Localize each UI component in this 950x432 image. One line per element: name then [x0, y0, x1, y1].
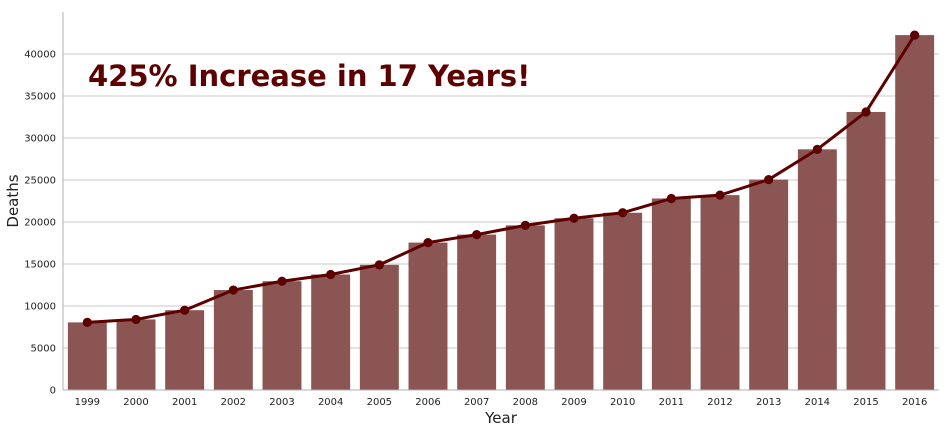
x-tick-label: 2007 — [464, 397, 489, 408]
trend-point — [423, 237, 433, 248]
trend-point — [180, 305, 190, 315]
trend-point — [666, 193, 676, 204]
trend-point — [228, 285, 238, 295]
trend-point — [715, 190, 725, 200]
bar — [895, 35, 935, 390]
bar — [651, 198, 691, 390]
bar — [505, 225, 545, 390]
y-tick-label: 40000 — [24, 50, 56, 61]
bar — [311, 274, 351, 390]
bar — [700, 195, 740, 390]
y-tick-labels: 0 5000 10000 15000 20000 25000 30000 35000 40000 — [24, 50, 56, 397]
x-tick-label: 2016 — [902, 397, 927, 408]
trend-point — [764, 174, 774, 185]
y-tick-label: 15000 — [24, 260, 56, 271]
x-tick-label: 2004 — [318, 397, 343, 408]
chart-annotation: 425% Increase in 17 Years! — [88, 59, 530, 93]
x-axis-title: Year — [484, 409, 518, 427]
x-tick-label: 2011 — [659, 397, 684, 408]
bar — [116, 319, 156, 390]
bar — [749, 179, 789, 390]
gridlines — [63, 53, 939, 349]
bar — [846, 111, 886, 391]
x-tick-label: 2000 — [123, 397, 148, 408]
x-tick-label: 2005 — [367, 397, 392, 408]
y-tick-label: 25000 — [24, 176, 56, 187]
x-tick-label: 2014 — [805, 397, 830, 408]
bar — [457, 234, 497, 390]
trend-point — [277, 276, 287, 286]
y-tick-label: 30000 — [24, 134, 56, 145]
y-tick-label: 0 — [50, 386, 56, 397]
y-tick-label: 35000 — [24, 92, 56, 103]
bar — [67, 322, 107, 390]
x-tick-label: 2013 — [756, 397, 781, 408]
trend-line-group — [82, 30, 920, 327]
bar — [408, 242, 448, 390]
x-tick-label: 2010 — [610, 397, 635, 408]
trend-point — [82, 317, 92, 327]
y-tick-label: 20000 — [24, 218, 56, 229]
bar — [262, 281, 302, 390]
x-tick-label: 2015 — [853, 397, 878, 408]
trend-point — [861, 107, 871, 117]
x-tick-label: 2012 — [707, 397, 732, 408]
trend-point — [569, 213, 579, 223]
trend-point — [472, 230, 482, 240]
x-tick-label: 2006 — [415, 397, 440, 408]
x-tick-label: 2008 — [513, 397, 538, 408]
trend-point — [326, 269, 336, 280]
trend-point — [812, 144, 822, 154]
trend-point — [910, 30, 920, 40]
bar — [359, 264, 399, 390]
x-tick-label: 1999 — [75, 397, 100, 408]
y-tick-label: 10000 — [24, 302, 56, 313]
trend-line — [87, 34, 916, 324]
axes — [62, 12, 939, 391]
x-tick-label: 2001 — [172, 397, 197, 408]
bar — [554, 218, 594, 390]
trend-point — [131, 314, 141, 325]
trend-point — [618, 208, 628, 218]
bar — [213, 290, 253, 390]
y-tick-label: 5000 — [31, 344, 56, 355]
x-tick-labels: 1999 2000 2001 2002 2003 2004 2005 2006 2007 2008… — [75, 397, 928, 408]
bars — [67, 35, 935, 391]
bar — [603, 212, 643, 390]
trend-point — [374, 260, 384, 270]
bar — [165, 310, 205, 390]
trend-point — [520, 220, 530, 230]
y-axis-title: Deaths — [4, 174, 22, 227]
x-tick-label: 2009 — [561, 397, 586, 408]
x-tick-label: 2002 — [221, 397, 246, 408]
x-tick-label: 2003 — [269, 397, 294, 408]
bar — [797, 149, 837, 390]
